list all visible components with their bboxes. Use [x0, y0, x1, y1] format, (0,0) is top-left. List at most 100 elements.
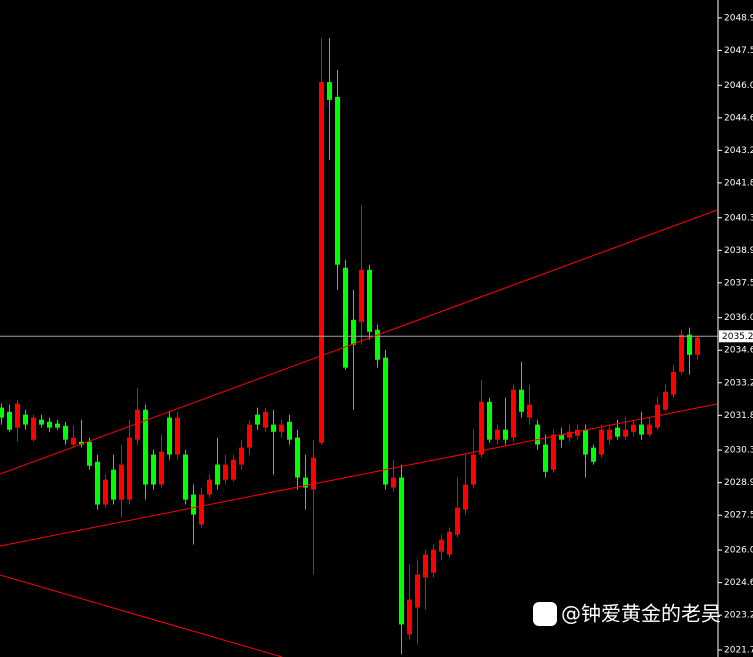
candle-body	[23, 414, 28, 425]
candle-body	[591, 447, 596, 462]
candle-body	[503, 429, 508, 440]
candle-body	[207, 479, 212, 495]
candle-body	[39, 419, 44, 425]
candle-body	[407, 599, 412, 635]
candle-body	[71, 437, 76, 445]
candle-body	[0, 407, 4, 418]
candle-body	[511, 389, 516, 438]
candle-body	[127, 437, 132, 500]
y-tick-label: 2037.5	[724, 278, 753, 288]
candle-body	[47, 421, 52, 428]
candle-body	[15, 403, 20, 428]
candle-body	[495, 429, 500, 440]
candle-body	[679, 334, 684, 372]
candle-body	[311, 457, 316, 490]
candle-body	[343, 267, 348, 368]
candle-body	[199, 494, 204, 525]
candle-body	[647, 424, 652, 435]
candle-body	[263, 411, 268, 428]
candle-body	[575, 429, 580, 436]
candle-body	[431, 549, 436, 573]
candle-body	[567, 431, 572, 438]
candle-body	[551, 434, 556, 470]
y-tick-label: 2031.8	[724, 411, 753, 421]
candle-body	[239, 447, 244, 465]
y-tick-label: 2023.2	[724, 611, 753, 621]
trend-line	[0, 403, 718, 547]
candle-body	[79, 441, 84, 445]
trend-line	[0, 574, 283, 657]
trend-line	[0, 209, 718, 475]
y-tick-label: 2028.9	[724, 478, 753, 488]
candle-body	[135, 409, 140, 440]
candle-body	[295, 437, 300, 478]
candle-body	[215, 464, 220, 485]
y-tick-label: 2040.3	[724, 213, 753, 223]
candle-body	[399, 477, 404, 625]
y-tick-label: 2034.6	[724, 346, 753, 356]
candle-body	[175, 417, 180, 455]
y-tick-label: 2043.2	[724, 146, 753, 156]
current-price-label: 2035.2	[722, 332, 753, 342]
watermark: @钟爱黄金的老吴	[561, 602, 721, 626]
candle-body	[151, 454, 156, 485]
candle-body	[191, 494, 196, 515]
candle-body	[231, 459, 236, 480]
y-tick-label: 2041.8	[724, 178, 753, 188]
y-tick-label: 2021.7	[724, 646, 753, 656]
candle-body	[63, 425, 68, 440]
candle-body	[159, 451, 164, 485]
candle-body	[255, 414, 260, 425]
candle-body	[327, 82, 332, 100]
candle-body	[519, 389, 524, 412]
y-tick-label: 2048.9	[724, 13, 753, 23]
candle-body	[559, 434, 564, 440]
candle-body	[479, 401, 484, 455]
candle-body	[415, 574, 420, 608]
candle-body	[447, 531, 452, 555]
candle-body	[455, 507, 460, 535]
candle-body	[631, 424, 636, 432]
candle-body	[615, 427, 620, 437]
candle-body	[687, 334, 692, 355]
candle-body	[527, 404, 532, 418]
candle-body	[335, 96, 340, 265]
y-tick-label: 2033.2	[724, 378, 753, 388]
candle-body	[143, 409, 148, 485]
candle-body	[87, 441, 92, 466]
candle-body	[535, 424, 540, 445]
candle-body	[287, 421, 292, 440]
y-tick-label: 2026.0	[724, 546, 753, 556]
y-tick-label: 2038.9	[724, 246, 753, 256]
candle-body	[167, 417, 172, 455]
candle-body	[119, 464, 124, 500]
candle-body	[599, 429, 604, 455]
candle-body	[55, 423, 60, 428]
candle-body	[367, 269, 372, 332]
candle-body	[391, 477, 396, 488]
candle-body	[351, 319, 356, 345]
candle-body	[471, 454, 476, 485]
candle-body	[183, 454, 188, 500]
y-tick-label: 2030.3	[724, 446, 753, 456]
candle-body	[695, 337, 700, 355]
watermark-icon	[533, 602, 557, 626]
plot-area	[0, 37, 718, 655]
candle-body	[375, 329, 380, 360]
candle-body	[111, 469, 116, 500]
candle-body	[279, 424, 284, 432]
candle-body	[303, 477, 308, 488]
candle-body	[439, 539, 444, 552]
y-tick-label: 2046.0	[724, 81, 753, 91]
candle-body	[7, 411, 12, 430]
candle-body	[423, 554, 428, 578]
candle-body	[359, 269, 364, 322]
candle-body	[383, 357, 388, 485]
y-tick-label: 2024.6	[724, 578, 753, 588]
candle-body	[583, 429, 588, 455]
y-tick-label: 2036.0	[724, 313, 753, 323]
candle-body	[543, 444, 548, 472]
